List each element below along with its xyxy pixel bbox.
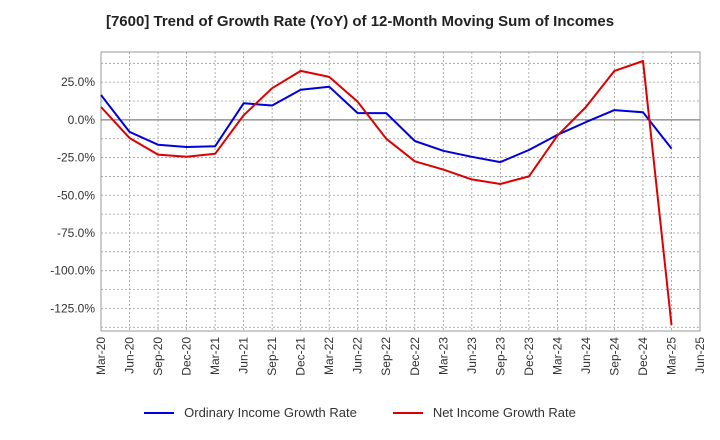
- y-tick-label: -25.0%: [57, 151, 95, 165]
- x-tick-label: Jun-21: [237, 337, 251, 374]
- x-tick-label: Mar-20: [94, 337, 108, 375]
- x-tick-label: Dec-23: [522, 337, 536, 376]
- chart-legend: Ordinary Income Growth Rate Net Income G…: [0, 405, 720, 420]
- x-tick-label: Jun-25: [693, 337, 707, 374]
- legend-label-net: Net Income Growth Rate: [432, 405, 576, 420]
- x-tick-label: Sep-20: [151, 337, 165, 376]
- x-tick-label: Sep-23: [493, 337, 507, 376]
- x-tick-label: Sep-21: [265, 337, 279, 376]
- series-line-ordinary-income: [100, 85, 673, 164]
- plot-area: [100, 51, 701, 332]
- x-tick-label: Mar-22: [322, 337, 336, 375]
- x-tick-label: Dec-22: [408, 337, 422, 376]
- y-tick-label: -125.0%: [50, 301, 95, 315]
- y-tick-label: -50.0%: [57, 188, 95, 202]
- x-tick-label: Mar-25: [664, 337, 678, 375]
- legend-item-ordinary: Ordinary Income Growth Rate: [144, 405, 357, 420]
- x-tick-label: Dec-24: [636, 337, 650, 376]
- x-tick-label: Dec-21: [294, 337, 308, 376]
- x-tick-label: Jun-23: [465, 337, 479, 374]
- legend-swatch-ordinary: [144, 411, 175, 414]
- y-tick-label: -75.0%: [57, 226, 95, 240]
- x-tick-label: Mar-21: [208, 337, 222, 375]
- x-tick-label: Jun-22: [351, 337, 365, 374]
- x-tick-label: Sep-24: [607, 337, 621, 376]
- x-tick-label: Mar-24: [550, 337, 564, 375]
- y-tick-label: -100.0%: [50, 264, 95, 278]
- legend-label-ordinary: Ordinary Income Growth Rate: [184, 405, 357, 420]
- x-tick-label: Jun-24: [579, 337, 593, 374]
- series-line-net-income: [100, 60, 673, 326]
- legend-swatch-net: [392, 411, 423, 414]
- x-tick-label: Mar-23: [436, 337, 450, 375]
- y-tick-label: 25.0%: [61, 75, 95, 89]
- legend-item-net: Net Income Growth Rate: [392, 405, 576, 420]
- x-tick-label: Sep-22: [379, 337, 393, 376]
- chart-title: [7600] Trend of Growth Rate (YoY) of 12-…: [105, 13, 615, 30]
- y-tick-label: 0.0%: [68, 113, 96, 127]
- x-tick-label: Jun-20: [123, 337, 137, 374]
- x-tick-label: Dec-20: [180, 337, 194, 376]
